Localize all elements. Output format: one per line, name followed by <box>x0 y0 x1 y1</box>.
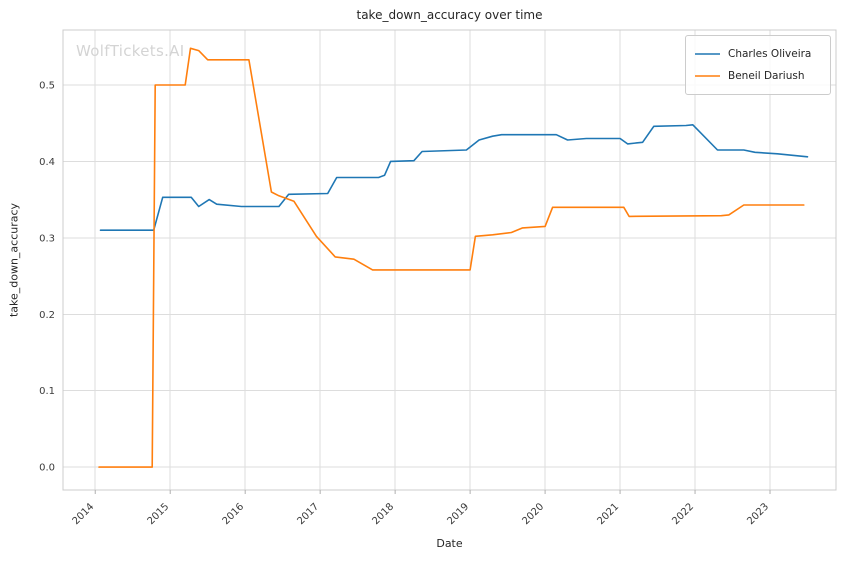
svg-text:2016: 2016 <box>221 501 247 527</box>
chart-title: take_down_accuracy over time <box>356 8 543 22</box>
svg-text:2015: 2015 <box>146 501 172 527</box>
svg-text:0.4: 0.4 <box>39 157 55 168</box>
svg-text:2018: 2018 <box>370 501 396 527</box>
svg-text:0.0: 0.0 <box>39 463 55 474</box>
svg-text:2019: 2019 <box>445 501 471 527</box>
legend-label: Charles Oliveira <box>728 48 812 60</box>
svg-text:0.5: 0.5 <box>39 81 55 92</box>
y-axis-label: take_down_accuracy <box>7 202 21 318</box>
legend-label: Beneil Dariush <box>728 70 805 82</box>
svg-text:0.2: 0.2 <box>39 310 55 321</box>
svg-text:2020: 2020 <box>520 501 546 527</box>
svg-text:2021: 2021 <box>595 501 621 527</box>
svg-text:2017: 2017 <box>296 501 322 527</box>
svg-text:0.1: 0.1 <box>39 386 55 397</box>
legend-item-charles-oliveira: Charles Oliveira <box>694 43 822 65</box>
legend-item-beneil-dariush: Beneil Dariush <box>694 65 822 87</box>
legend: Charles Oliveira Beneil Dariush <box>685 35 831 95</box>
watermark: WolfTickets.AI <box>76 42 185 60</box>
svg-text:2023: 2023 <box>745 501 771 527</box>
x-axis-label: Date <box>436 537 463 550</box>
svg-text:2022: 2022 <box>670 501 696 527</box>
legend-line-swatch <box>695 53 720 55</box>
svg-text:2014: 2014 <box>71 501 97 527</box>
legend-line-swatch <box>695 75 720 77</box>
svg-text:0.3: 0.3 <box>39 233 55 244</box>
